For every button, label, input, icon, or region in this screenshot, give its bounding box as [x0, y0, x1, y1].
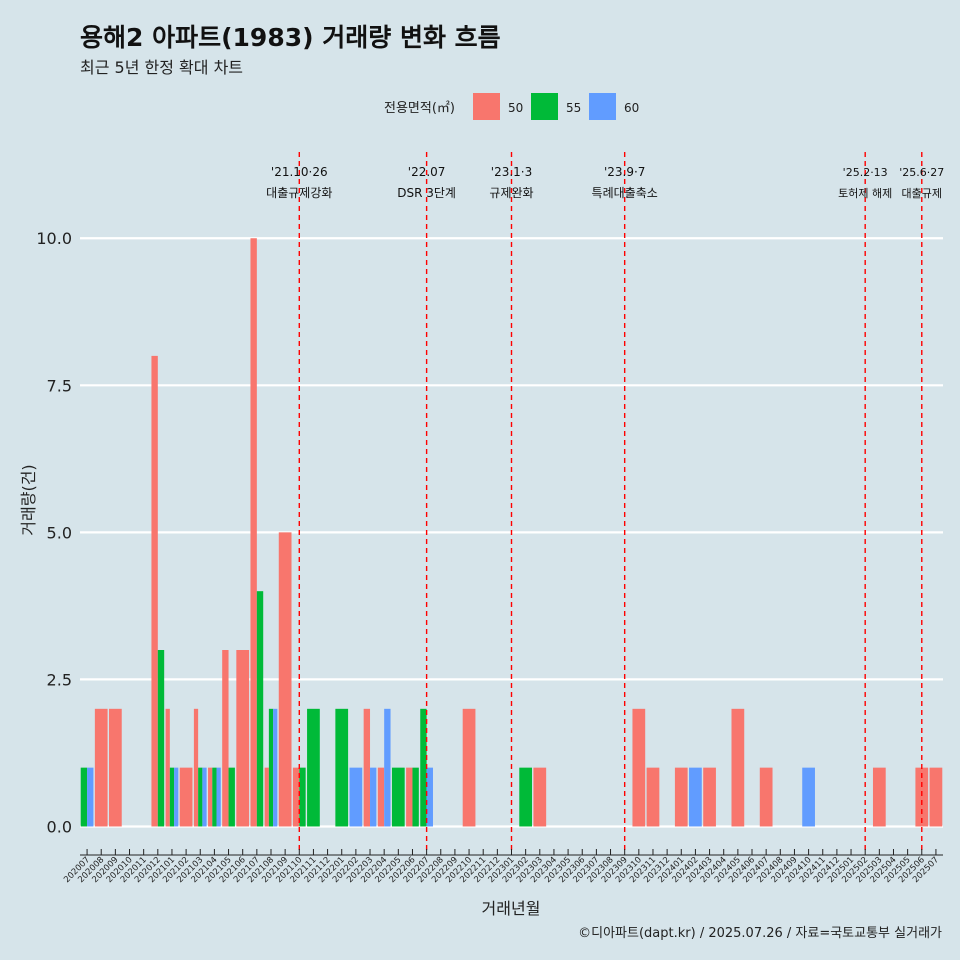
- bar-202111-55: [307, 708, 320, 827]
- event-label: DSR 3단계: [397, 186, 456, 200]
- bar-202206-50: [406, 767, 413, 827]
- bar-202007-55: [80, 767, 88, 827]
- bar-202506-50: [915, 767, 929, 827]
- bar-202012-50: [151, 355, 158, 827]
- bar-202105-50: [222, 650, 229, 827]
- bar-202310-50: [632, 708, 646, 827]
- event-date: '23.1·3: [491, 165, 532, 179]
- event-date: '25.6·27: [899, 166, 944, 179]
- legend-label-50: 50: [508, 101, 523, 115]
- bar-202205-55: [391, 767, 405, 827]
- event-date: '22.07: [408, 165, 446, 179]
- bar-202203-50: [363, 708, 371, 827]
- legend-swatch-55: [531, 93, 558, 120]
- event-date: '21.10·26: [271, 165, 328, 179]
- bars: [80, 238, 943, 827]
- y-tick-label: 5.0: [47, 523, 72, 542]
- event-label: 토허제 해제: [838, 186, 892, 200]
- bar-202403-50: [703, 767, 716, 827]
- legend-label-55: 55: [566, 101, 581, 115]
- x-axis: 2020072020082020092020102020112020122021…: [62, 849, 943, 885]
- legend-label-60: 60: [624, 101, 639, 115]
- bar-202012-55: [157, 650, 165, 827]
- bar-202105-55: [228, 767, 235, 827]
- bar-202407-50: [759, 767, 773, 827]
- bar-202203-60: [370, 767, 377, 827]
- bar-202302-55: [519, 767, 533, 827]
- bar-202507-50: [929, 767, 943, 827]
- legend: 전용면적(㎡) 50 55 60: [384, 93, 639, 120]
- bar-202207-55: [420, 708, 427, 827]
- y-tick-label: 0.0: [47, 817, 72, 836]
- bar-202107-50: [250, 238, 257, 827]
- bar-202107-55: [256, 591, 264, 827]
- bar-202207-60: [426, 767, 433, 827]
- bar-202503-50: [872, 767, 886, 827]
- bar-202103-55: [198, 767, 203, 827]
- event-label: 대출규제: [902, 187, 942, 200]
- bar-202311-50: [646, 767, 660, 827]
- bar-202204-50: [377, 767, 385, 827]
- bar-202101-60: [174, 767, 179, 827]
- bar-202108-50: [264, 767, 269, 827]
- bar-202201-55: [335, 708, 349, 827]
- bar-202206-55: [412, 767, 419, 827]
- bar-202402-60: [689, 767, 702, 827]
- event-annotations: '21.10·26 대출규제강화 '22.07 DSR 3단계 '23.1·3 규제완화 '…: [266, 165, 944, 200]
- bar-202106-50: [236, 650, 250, 827]
- event-label: 대출규제강화: [266, 186, 332, 200]
- y-tick-label: 7.5: [47, 376, 72, 395]
- bar-202102-50: [179, 767, 193, 827]
- y-tick-label: 10.0: [36, 229, 72, 248]
- bar-202104-60: [216, 767, 221, 827]
- bar-202303-50: [533, 767, 547, 827]
- legend-title: 전용면적(㎡): [384, 101, 455, 116]
- bar-202101-55: [169, 767, 175, 827]
- bar-202110-50: [292, 767, 300, 827]
- event-label: 특례대출축소: [592, 186, 658, 200]
- y-tick-label: 2.5: [47, 670, 72, 689]
- bar-202008-50: [94, 708, 108, 827]
- event-date: '25.2·13: [843, 166, 888, 179]
- bar-202204-60: [384, 708, 391, 827]
- chart-title: 용해2 아파트(1983) 거래량 변화 흐름: [80, 23, 501, 52]
- y-axis: 0.0 2.5 5.0 7.5 10.0: [36, 229, 72, 836]
- event-date: '23.9·7: [604, 165, 645, 179]
- bar-202104-50: [208, 767, 213, 827]
- bar-202108-55: [268, 708, 274, 827]
- bar-202108-60: [273, 708, 278, 827]
- bar-202101-50: [165, 708, 170, 827]
- bar-202104-55: [212, 767, 217, 827]
- bar-202007-60: [87, 767, 94, 827]
- bar-202202-60: [349, 767, 363, 827]
- bar-202109-50: [278, 532, 292, 827]
- bar-202210-50: [462, 708, 476, 827]
- event-lines: [298, 152, 923, 850]
- bar-202009-50: [109, 708, 122, 827]
- event-label: 규제완화: [489, 186, 533, 200]
- bar-202103-60: [202, 767, 207, 827]
- y-axis-label: 거래량(건): [19, 464, 38, 535]
- bar-202410-60: [802, 767, 815, 827]
- x-axis-label: 거래년월: [482, 899, 541, 918]
- chart-subtitle: 최근 5년 한정 확대 차트: [80, 58, 244, 77]
- bar-202405-50: [731, 708, 745, 827]
- legend-swatch-60: [589, 93, 616, 120]
- bar-202401-50: [674, 767, 688, 827]
- legend-swatch-50: [473, 93, 500, 120]
- bar-202110-55: [299, 767, 306, 827]
- bar-202103-50: [193, 708, 199, 827]
- source-caption: ©디아파트(dapt.kr) / 2025.07.26 / 자료=국토교통부 실…: [578, 926, 942, 941]
